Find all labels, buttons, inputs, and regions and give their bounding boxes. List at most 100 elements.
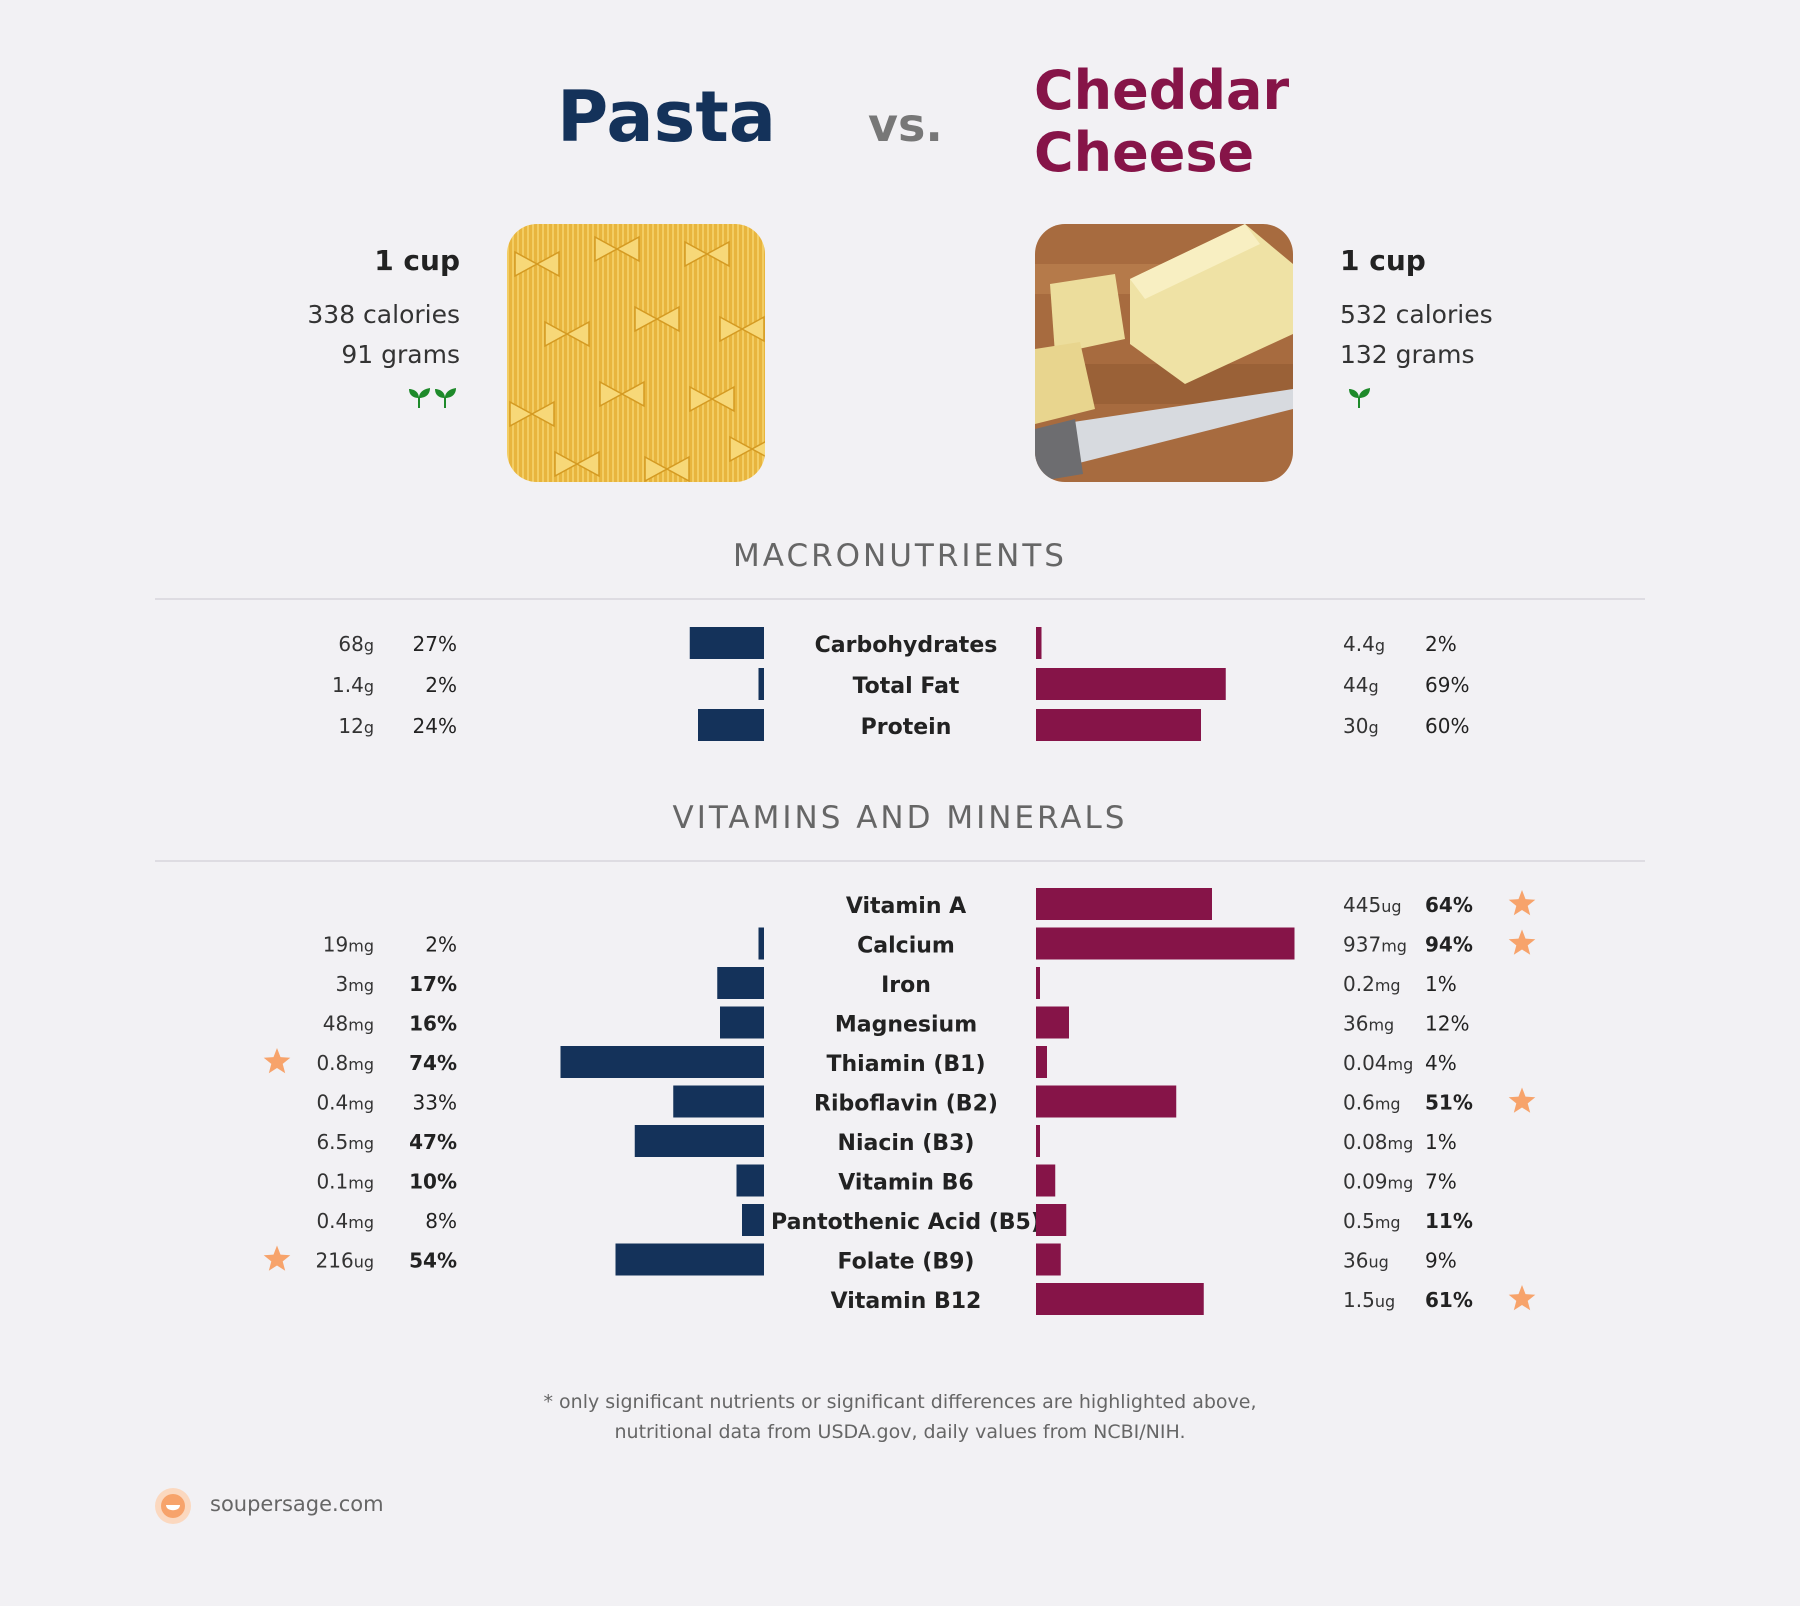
pct-left-niacin-b3: 47% (409, 1130, 457, 1154)
left-leaf-icons (408, 386, 460, 414)
pct-left-protein: 24% (413, 714, 457, 738)
category-label-vitamin-a: Vitamin A (846, 894, 966, 919)
pct-right-iron: 1% (1425, 972, 1457, 996)
bar-left-pantothenic-acid-b5 (742, 1204, 764, 1236)
bar-left-carbohydrates (689, 627, 764, 659)
category-label-iron: Iron (881, 973, 931, 998)
amount-right-calcium: 937mg (1343, 933, 1407, 957)
pct-right-folate-b9: 9% (1425, 1249, 1457, 1273)
category-label-magnesium: Magnesium (835, 1013, 977, 1038)
amount-right-niacin-b3: 0.08mg (1343, 1130, 1413, 1154)
pct-left-iron: 17% (409, 972, 457, 996)
leaf-icon (435, 388, 456, 408)
bar-right-folate-b9 (1036, 1243, 1061, 1276)
footnote-line1: * only significant nutrients or signific… (543, 1391, 1257, 1413)
star-icon (1508, 1087, 1536, 1113)
category-label-riboflavin-b2: Riboflavin (B2) (814, 1092, 998, 1117)
left-calories: 338 calories (307, 300, 460, 329)
amount-left-total-fat: 1.4g (332, 673, 374, 697)
bar-left-thiamin-b1 (560, 1046, 764, 1078)
pct-right-calcium: 94% (1425, 933, 1473, 957)
pct-right-vitamin-b6: 7% (1425, 1170, 1457, 1194)
category-label-pantothenic-acid-b5: Pantothenic Acid (B5) (771, 1210, 1041, 1235)
pct-right-vitamin-b12: 61% (1425, 1288, 1473, 1312)
pct-right-protein: 60% (1425, 714, 1469, 738)
category-label-vitamin-b12: Vitamin B12 (831, 1289, 982, 1314)
pct-left-calcium: 2% (425, 933, 457, 957)
amount-right-vitamin-b6: 0.09mg (1343, 1170, 1413, 1194)
leaf-icon (1349, 388, 1370, 408)
macro-divider (155, 598, 1645, 600)
amount-right-magnesium: 36mg (1343, 1012, 1394, 1036)
star-icon (263, 1245, 291, 1271)
pct-right-magnesium: 12% (1425, 1012, 1469, 1036)
right-leaf-icons (1348, 386, 1374, 414)
bar-left-riboflavin-b2 (673, 1085, 764, 1118)
amount-right-protein: 30g (1343, 714, 1379, 738)
bar-left-iron (717, 967, 764, 999)
pct-right-pantothenic-acid-b5: 11% (1425, 1209, 1473, 1233)
category-label-niacin-b3: Niacin (B3) (838, 1131, 975, 1156)
bar-right-riboflavin-b2 (1036, 1085, 1177, 1118)
pct-left-thiamin-b1: 74% (409, 1051, 457, 1075)
category-label-carbohydrates: Carbohydrates (815, 633, 998, 658)
pasta-photo (507, 224, 765, 482)
amount-left-iron: 3mg (336, 972, 374, 996)
bar-right-vitamin-a (1036, 888, 1212, 920)
amount-right-pantothenic-acid-b5: 0.5mg (1343, 1209, 1401, 1233)
pct-left-magnesium: 16% (409, 1012, 457, 1036)
star-icon (1508, 1285, 1536, 1311)
bar-right-total-fat (1036, 668, 1226, 700)
amount-right-folate-b9: 36ug (1343, 1249, 1389, 1273)
bar-right-vitamin-b6 (1036, 1164, 1056, 1197)
pct-right-vitamin-a: 64% (1425, 893, 1473, 917)
amount-right-total-fat: 44g (1343, 673, 1379, 697)
pct-left-vitamin-b6: 10% (409, 1170, 457, 1194)
bar-right-carbohydrates (1036, 627, 1042, 659)
right-serving: 1 cup (1340, 244, 1426, 277)
left-food-title: Pasta (557, 76, 777, 158)
amount-left-protein: 12g (338, 714, 374, 738)
bar-left-magnesium (720, 1006, 764, 1039)
left-grams: 91 grams (341, 340, 460, 369)
brand-logo-icon (154, 1487, 192, 1529)
pct-right-riboflavin-b2: 51% (1425, 1091, 1473, 1115)
pct-left-total-fat: 2% (425, 673, 457, 697)
star-icon (1508, 929, 1536, 955)
right-grams: 132 grams (1340, 340, 1475, 369)
bar-left-calcium (758, 927, 764, 960)
bar-right-thiamin-b1 (1036, 1046, 1047, 1078)
amount-left-vitamin-b6: 0.1mg (316, 1170, 374, 1194)
pct-right-carbohydrates: 2% (1425, 632, 1457, 656)
category-label-total-fat: Total Fat (853, 674, 960, 699)
pct-left-pantothenic-acid-b5: 8% (425, 1209, 457, 1233)
bar-left-protein (698, 709, 764, 741)
bar-right-magnesium (1036, 1006, 1069, 1039)
pct-right-thiamin-b1: 4% (1425, 1051, 1457, 1075)
bar-left-vitamin-b6 (736, 1164, 764, 1197)
bar-right-calcium (1036, 927, 1295, 960)
star-icon (1508, 890, 1536, 916)
bar-right-protein (1036, 709, 1201, 741)
amount-left-carbohydrates: 68g (338, 632, 374, 656)
bar-right-niacin-b3 (1036, 1125, 1040, 1157)
amount-left-pantothenic-acid-b5: 0.4mg (316, 1209, 374, 1233)
amount-right-thiamin-b1: 0.04mg (1343, 1051, 1413, 1075)
category-label-calcium: Calcium (857, 934, 955, 959)
pct-left-riboflavin-b2: 33% (413, 1091, 457, 1115)
bar-right-vitamin-b12 (1036, 1283, 1204, 1315)
amount-right-vitamin-a: 445ug (1343, 893, 1401, 917)
left-serving: 1 cup (374, 244, 460, 277)
category-label-vitamin-b6: Vitamin B6 (838, 1171, 973, 1196)
vs-label: vs. (868, 98, 943, 152)
bar-left-folate-b9 (615, 1243, 764, 1276)
brand-name: soupersage.com (210, 1492, 384, 1516)
bar-left-niacin-b3 (634, 1125, 764, 1157)
right-calories: 532 calories (1340, 300, 1493, 329)
category-label-protein: Protein (861, 715, 952, 740)
category-label-thiamin-b1: Thiamin (B1) (826, 1052, 985, 1077)
leaf-icon (409, 388, 430, 408)
macro-section-title: MACRONUTRIENTS (733, 538, 1067, 574)
